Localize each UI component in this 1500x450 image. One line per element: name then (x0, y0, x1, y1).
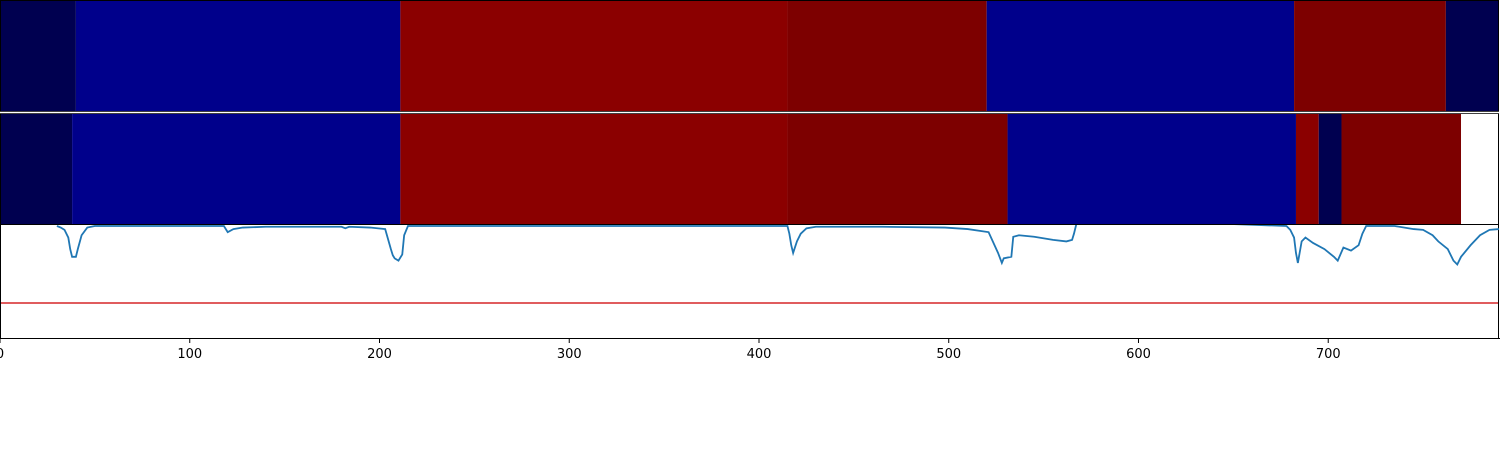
heatmap-row-1-segment-7 (1445, 0, 1499, 112)
heatmap-row-2-segment-4 (787, 113, 1008, 225)
heatmap-row-2-segment-2 (72, 113, 401, 225)
x-tick-label-300: 300 (557, 347, 582, 362)
heatmap-row-2-segment-7 (1318, 113, 1342, 225)
heatmap-row-2-blank (1461, 113, 1499, 225)
x-tick-label-700: 700 (1316, 347, 1341, 362)
heatmap-row-1-segment-3 (400, 0, 788, 112)
x-axis: 0 100 200 300 400 500 600 700 (0, 338, 1500, 362)
heatmap-row-1-segment-4 (787, 0, 987, 112)
heatmap-row-2-segment-3 (400, 113, 788, 225)
heatmap-row-1-frame (0, 0, 1499, 112)
x-tick-label-600: 600 (1126, 347, 1151, 362)
heatmap-row-2-frame (0, 113, 1499, 225)
x-tick-label-200: 200 (367, 347, 392, 362)
heatmap-row-2-segment-1 (0, 113, 73, 225)
heatmap-layer (0, 0, 1500, 225)
heatmap-row-2-segment-6 (1295, 113, 1319, 225)
heatmap-row-1-segment-6 (1294, 0, 1446, 112)
heatmap-row-1-segment-5 (986, 0, 1295, 112)
x-tick-label-500: 500 (936, 347, 961, 362)
x-tick-label-0: 0 (0, 347, 4, 362)
x-tick-label-400: 400 (747, 347, 772, 362)
series-line (56, 217, 1500, 267)
x-tick-label-100: 100 (177, 347, 202, 362)
heatmap-row-2-segment-5 (1007, 113, 1296, 225)
heatmap-row-1-segment-2 (75, 0, 401, 112)
heatmap-row-1-segment-1 (0, 0, 76, 112)
heatmap-row-2-segment-8 (1341, 113, 1462, 225)
